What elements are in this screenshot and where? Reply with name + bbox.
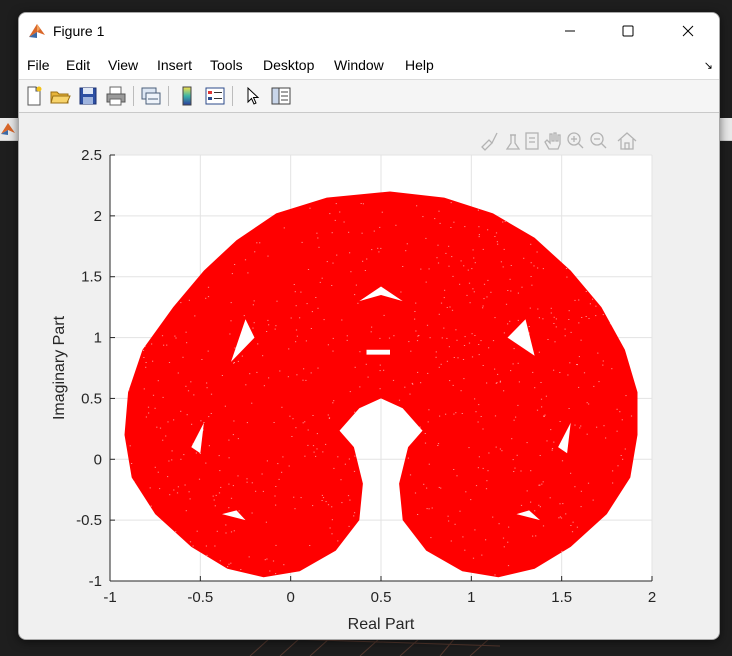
data-tips-icon[interactable] xyxy=(505,134,521,150)
figure-canvas[interactable]: -1 -0.5 0 0.5 1 1.5 2 -1 -0.5 0 0.5 1 1.5 2 2.5 Real Pa… xyxy=(19,113,719,639)
property-inspector-icon[interactable] xyxy=(270,85,292,107)
x-axis-label: Real Part xyxy=(348,616,415,633)
legend-icon[interactable] xyxy=(204,85,226,107)
scatter-void xyxy=(558,422,571,454)
zoom-in-icon[interactable] xyxy=(567,132,584,149)
menu-view[interactable]: View xyxy=(108,57,139,73)
home-icon[interactable] xyxy=(617,132,637,150)
menu-window[interactable]: Window xyxy=(334,57,384,73)
zoom-out-icon[interactable] xyxy=(590,132,607,149)
axes-toolbar xyxy=(481,132,637,151)
y-tick-label: 1 xyxy=(94,330,102,347)
matlab-icon xyxy=(1,123,15,135)
y-tick-label: 1.5 xyxy=(81,269,102,286)
colorbar-icon[interactable] xyxy=(176,85,198,107)
menu-file[interactable]: File xyxy=(27,57,50,73)
edit-plot-arrow-icon[interactable] xyxy=(242,85,264,107)
scatter-void xyxy=(507,319,535,356)
maximize-icon xyxy=(622,25,634,37)
close-icon xyxy=(682,25,694,37)
figure-window: Figure 1 File Edit View Insert Tools Des… xyxy=(18,12,720,640)
title-bar[interactable]: Figure 1 xyxy=(19,13,719,49)
figure-toolbar xyxy=(19,80,719,113)
minimize-button[interactable] xyxy=(547,13,593,49)
toolbar-separator xyxy=(232,86,233,106)
y-tick-label: 2 xyxy=(94,208,102,225)
scatter-void xyxy=(366,349,390,355)
pan-icon[interactable] xyxy=(544,132,561,150)
maximize-button[interactable] xyxy=(605,13,651,49)
matlab-icon xyxy=(28,22,46,40)
x-tick-label: 1 xyxy=(467,589,475,606)
x-tick-label: 1.5 xyxy=(551,589,572,606)
toolbar-separator xyxy=(168,86,169,106)
y-tick-label: 0 xyxy=(94,451,102,468)
toolbar-separator xyxy=(133,86,134,106)
scatter-void xyxy=(222,510,246,521)
menu-edit[interactable]: Edit xyxy=(66,57,91,73)
y-axis-label: Imaginary Part xyxy=(51,315,68,420)
axes-plot[interactable]: -1 -0.5 0 0.5 1 1.5 2 -1 -0.5 0 0.5 1 1.5 2 2.5 Real Pa… xyxy=(19,113,719,639)
background-window-strip xyxy=(0,118,18,141)
print-icon[interactable] xyxy=(105,85,127,107)
dock-arrow-icon[interactable]: ↘ xyxy=(703,60,713,72)
scatter-void xyxy=(516,510,540,521)
brush-icon[interactable] xyxy=(481,132,498,151)
y-tick-label: 2.5 xyxy=(81,147,102,164)
scatter-void xyxy=(231,319,255,362)
y-tick-label: -0.5 xyxy=(76,512,102,529)
x-tick-label: -0.5 xyxy=(187,589,213,606)
scatter-void xyxy=(191,422,204,454)
scatter-point-cloud xyxy=(124,191,638,578)
menu-bar: File Edit View Insert Tools Desktop Wind… xyxy=(19,49,719,80)
rotate-icon[interactable] xyxy=(525,132,539,150)
menu-tools[interactable]: Tools xyxy=(210,57,243,73)
x-tick-label: -1 xyxy=(103,589,116,606)
window-title: Figure 1 xyxy=(53,23,105,39)
new-figure-icon[interactable] xyxy=(23,85,45,107)
menu-help[interactable]: Help xyxy=(405,57,434,73)
menu-insert[interactable]: Insert xyxy=(157,57,193,73)
y-tick-label: -1 xyxy=(89,573,102,590)
save-icon[interactable] xyxy=(77,85,99,107)
close-button[interactable] xyxy=(665,13,711,49)
x-tick-label: 0 xyxy=(286,589,294,606)
x-tick-label: 0.5 xyxy=(371,589,392,606)
background-window-strip-right xyxy=(718,118,732,141)
menu-desktop[interactable]: Desktop xyxy=(263,57,315,73)
y-tick-label: 0.5 xyxy=(81,390,102,407)
x-tick-label: 2 xyxy=(648,589,656,606)
scatter-void xyxy=(359,286,403,302)
link-plot-icon[interactable] xyxy=(140,85,162,107)
open-file-icon[interactable] xyxy=(49,85,71,107)
minimize-icon xyxy=(565,30,575,32)
